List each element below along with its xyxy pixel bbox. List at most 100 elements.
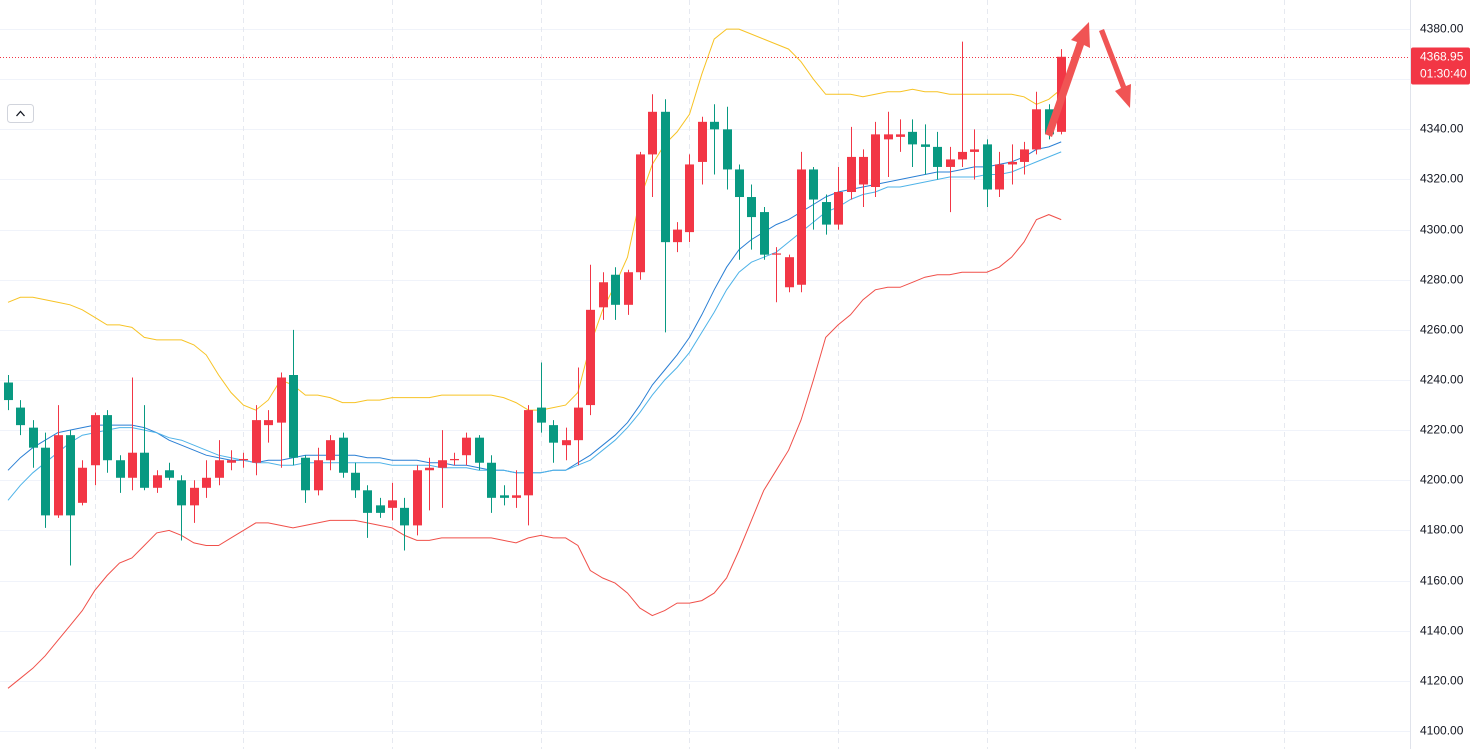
- y-tick-label: 4160.00: [1420, 574, 1464, 588]
- candle-body: [314, 460, 323, 491]
- candle-body: [487, 462, 496, 498]
- candle-body: [91, 415, 100, 466]
- annotation-arrows: [1045, 22, 1131, 137]
- candle-body: [723, 129, 732, 170]
- candle-body: [747, 197, 756, 218]
- candle-body: [165, 470, 174, 478]
- candle-body: [884, 134, 893, 140]
- last-price-box: [1411, 47, 1470, 85]
- indicators: [0, 28, 1410, 689]
- candle-body: [673, 229, 682, 243]
- candle-body: [983, 144, 992, 190]
- candle-body: [78, 467, 87, 503]
- candle-body: [586, 309, 595, 406]
- candle-body: [735, 169, 744, 198]
- y-tick-label: 4340.00: [1420, 122, 1464, 136]
- countdown-label: 01:30:40: [1420, 67, 1467, 81]
- candle-body: [128, 452, 137, 478]
- candle-body: [921, 144, 930, 147]
- candle-body: [462, 437, 471, 456]
- candle-body: [822, 202, 831, 225]
- candle-body: [834, 192, 843, 225]
- candle-body: [326, 440, 335, 461]
- candle-body: [847, 156, 856, 193]
- candles: [4, 41, 1066, 566]
- candle-body: [896, 134, 905, 137]
- candle-body: [599, 282, 608, 308]
- candle-body: [859, 156, 868, 185]
- candle-body: [264, 420, 273, 426]
- candle-body: [190, 487, 199, 506]
- candle-body: [698, 121, 707, 162]
- candle-body: [512, 495, 521, 498]
- y-tick-label: 4140.00: [1420, 624, 1464, 638]
- button-frame[interactable]: [7, 104, 34, 123]
- candle-body: [153, 475, 162, 488]
- candle-body: [1008, 161, 1017, 165]
- y-tick-label: 4180.00: [1420, 523, 1464, 537]
- y-tick-label: 4120.00: [1420, 674, 1464, 688]
- y-tick-label: 4220.00: [1420, 423, 1464, 437]
- candle-body: [116, 460, 125, 478]
- candle-body: [450, 458, 459, 461]
- candle-body: [29, 427, 38, 448]
- candle-body: [648, 111, 657, 155]
- candle-body: [289, 375, 298, 458]
- y-tick-label: 4260.00: [1420, 323, 1464, 337]
- y-tick-label: 4280.00: [1420, 273, 1464, 287]
- candle-body: [574, 407, 583, 441]
- y-tick-label: 4320.00: [1420, 172, 1464, 186]
- candle-body: [140, 452, 149, 488]
- candle-body: [871, 134, 880, 187]
- candle-body: [376, 505, 385, 513]
- candle-body: [400, 507, 409, 526]
- candle-body: [524, 410, 533, 496]
- down-arrow: [1099, 29, 1131, 108]
- candle-body: [177, 480, 186, 506]
- candle-body: [958, 151, 967, 160]
- candle-body: [537, 407, 546, 423]
- candle-body: [809, 169, 818, 200]
- candle-body: [239, 458, 248, 461]
- candle-body: [475, 437, 484, 463]
- candle-body: [425, 467, 434, 471]
- candle-body: [301, 457, 310, 491]
- collapse-button[interactable]: [7, 104, 34, 123]
- candle-body: [351, 472, 360, 491]
- candle-body: [438, 460, 447, 468]
- candle-body: [908, 131, 917, 145]
- candle-body: [636, 154, 645, 273]
- candle-body: [562, 440, 571, 446]
- price-axis: 4100.00 4120.00 4140.00 4160.00 4180.00 4200.…: [1411, 22, 1470, 738]
- y-tick-label: 4200.00: [1420, 473, 1464, 487]
- candle-body: [103, 415, 112, 461]
- candle-body: [500, 495, 509, 498]
- candle-body: [388, 500, 397, 508]
- candle-body: [202, 477, 211, 488]
- candle-body: [339, 437, 348, 473]
- candle-body: [549, 425, 558, 443]
- candle-body: [1020, 149, 1029, 162]
- candle-body: [785, 257, 794, 288]
- up-arrow: [1045, 22, 1090, 137]
- candle-body: [215, 460, 224, 478]
- y-tick-label: 4300.00: [1420, 223, 1464, 237]
- candle-body: [66, 435, 75, 516]
- candle-body: [624, 272, 633, 305]
- candle-body: [1032, 109, 1041, 150]
- candle-body: [611, 274, 620, 305]
- indicator-line: [7, 214, 1062, 689]
- candle-body: [4, 382, 13, 401]
- y-tick-label: 4240.00: [1420, 373, 1464, 387]
- candle-body: [41, 447, 50, 516]
- candle-body: [933, 146, 942, 167]
- candle-body: [946, 159, 955, 167]
- y-tick-label: 4100.00: [1420, 724, 1464, 738]
- indicator-line: [7, 28, 1062, 411]
- candle-body: [54, 435, 63, 516]
- candle-body: [661, 111, 670, 243]
- grid: [0, 0, 1410, 749]
- candle-body: [227, 460, 236, 463]
